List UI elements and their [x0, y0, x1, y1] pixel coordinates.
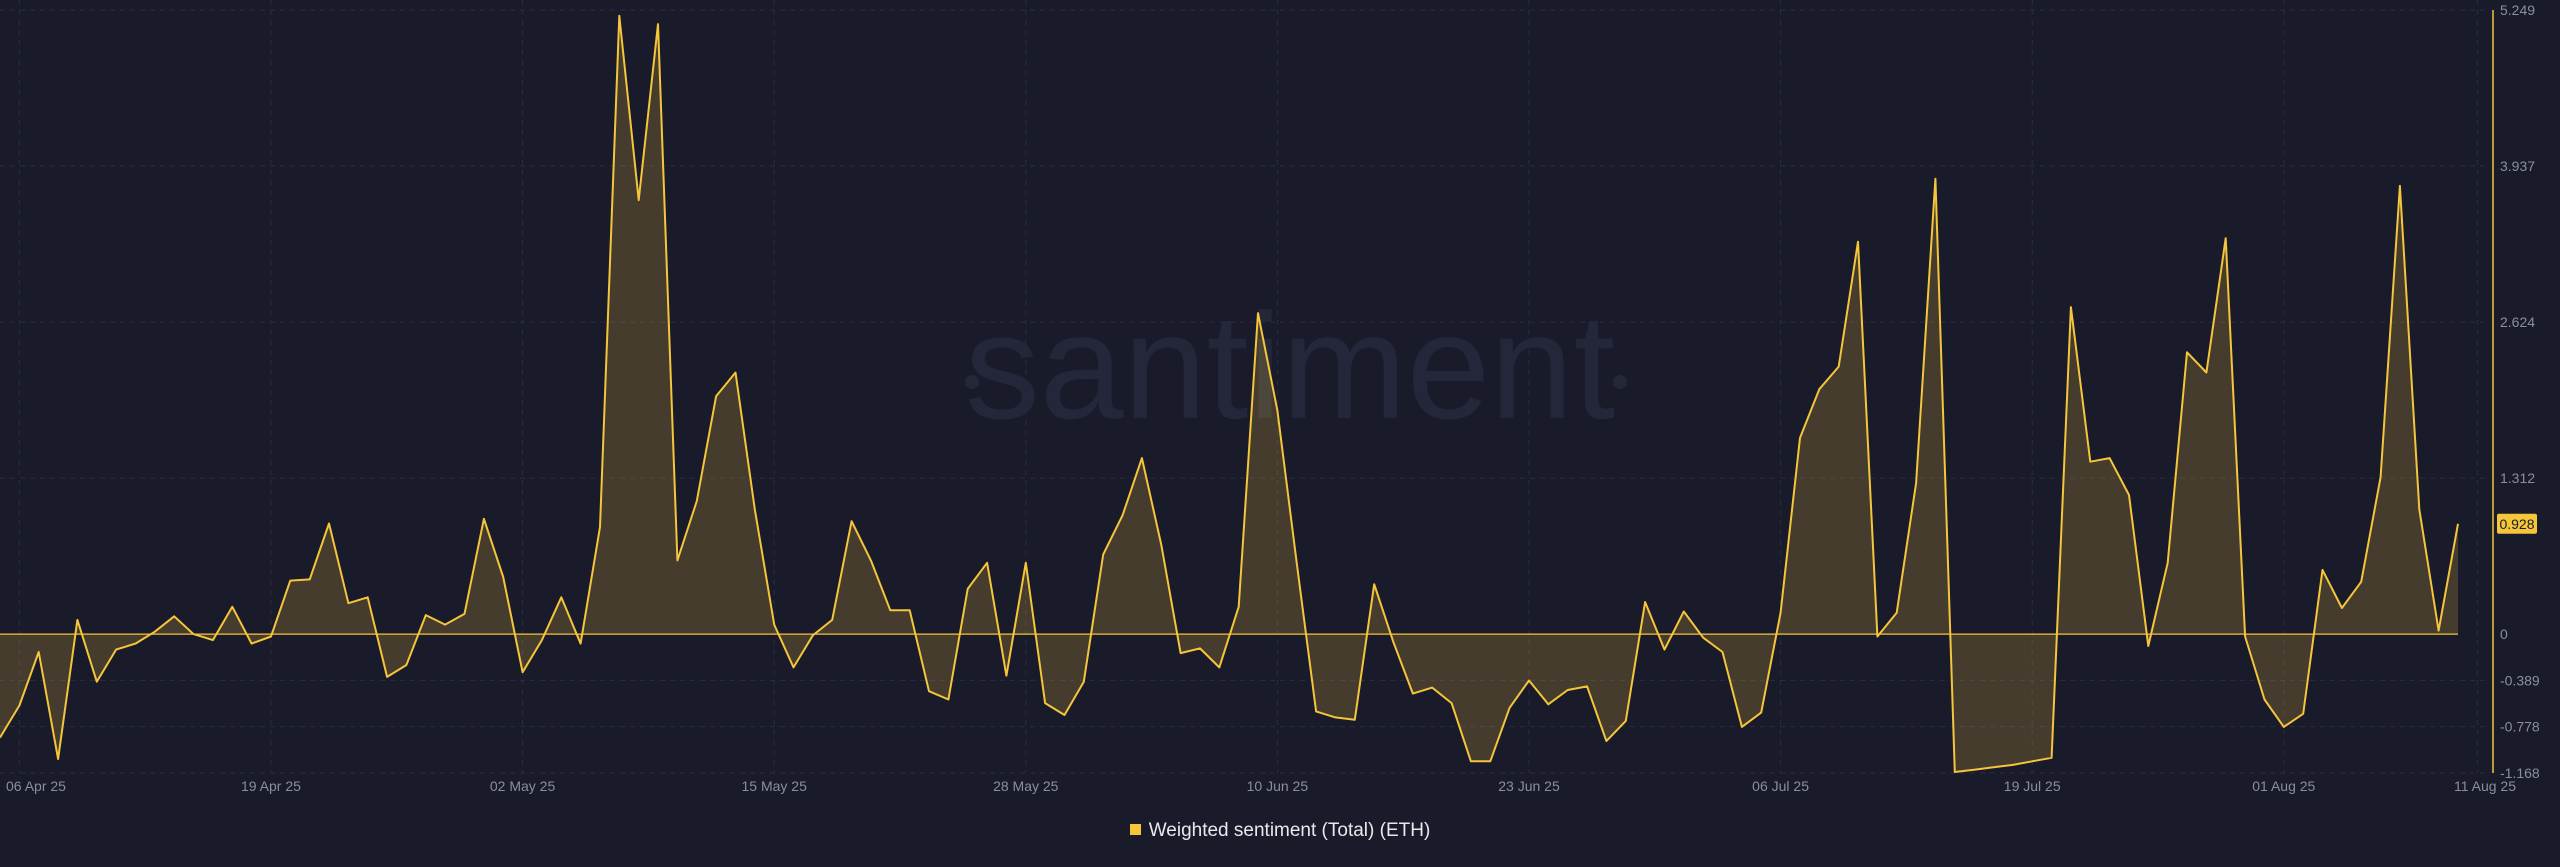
x-tick-label: 01 Aug 25	[2252, 778, 2315, 794]
x-tick-label: 10 Jun 25	[1247, 778, 1309, 794]
x-tick-label: 11 Aug 25	[2454, 778, 2516, 794]
x-tick-label: 15 May 25	[741, 778, 807, 794]
y-tick-label: 2.624	[2500, 314, 2535, 330]
y-tick-label: 0	[2500, 626, 2508, 642]
watermark-dot-left	[965, 375, 979, 389]
legend[interactable]: Weighted sentiment (Total) (ETH)	[0, 820, 2560, 842]
last-value-label: 0.928	[2499, 516, 2534, 532]
last-value-badge	[2497, 513, 2537, 534]
y-tick-label: -0.389	[2500, 672, 2540, 688]
grid-layer	[0, 0, 2490, 774]
legend-label: Weighted sentiment (Total) (ETH)	[1148, 820, 1431, 841]
x-tick-label: 06 Jul 25	[1752, 778, 1809, 794]
x-tick-label: 06 Apr 25	[6, 778, 66, 794]
x-tick-label: 19 Jul 25	[2004, 778, 2061, 794]
legend-swatch	[1129, 824, 1141, 835]
x-tick-label: 23 Jun 25	[1498, 778, 1560, 794]
x-tick-label: 28 May 25	[993, 778, 1059, 794]
y-tick-label: 5.249	[2500, 2, 2535, 18]
series-line	[0, 14, 2459, 773]
watermark: santiment	[965, 282, 1615, 450]
series-area	[0, 15, 2458, 773]
y-tick-label: -1.168	[2500, 765, 2540, 781]
series-layer	[0, 14, 2459, 773]
watermark-dot-right	[1613, 375, 1627, 389]
y-tick-label: 3.937	[2500, 158, 2535, 174]
x-tick-label: 02 May 25	[490, 778, 556, 794]
y-tick-label: 1.312	[2500, 470, 2535, 486]
axis-layer: 5.249 3.937 2.624 1.312 0 -0.389 -0.778 -1.168 0…	[6, 2, 2540, 794]
y-tick-label: -0.778	[2500, 719, 2540, 735]
x-tick-label: 19 Apr 25	[241, 778, 301, 794]
